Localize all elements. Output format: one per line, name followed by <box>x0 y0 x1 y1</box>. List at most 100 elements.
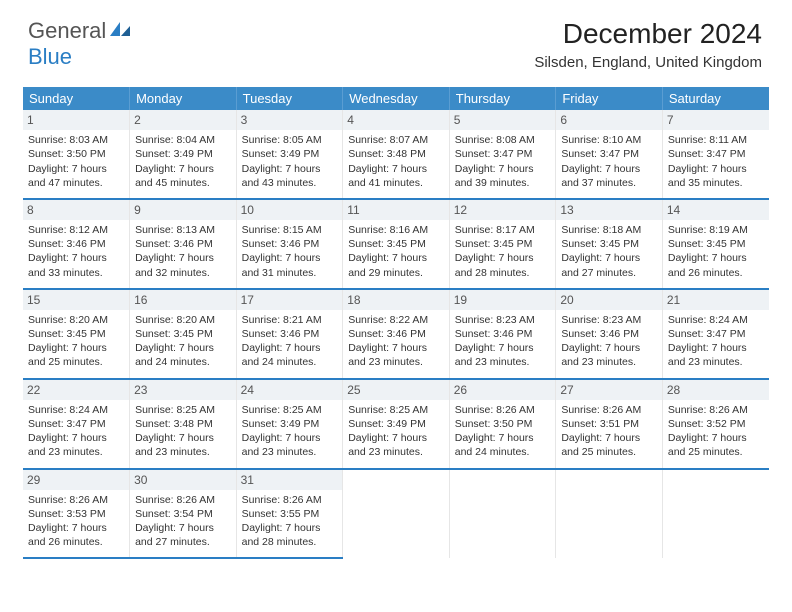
daylight-text: and 43 minutes. <box>242 176 338 190</box>
sunrise-text: Sunrise: 8:25 AM <box>348 403 444 417</box>
daylight-text: and 41 minutes. <box>348 176 444 190</box>
sunrise-text: Sunrise: 8:04 AM <box>135 133 231 147</box>
sunset-text: Sunset: 3:46 PM <box>242 237 338 251</box>
sunset-text: Sunset: 3:47 PM <box>561 147 657 161</box>
sunset-text: Sunset: 3:46 PM <box>561 327 657 341</box>
sunset-text: Sunset: 3:45 PM <box>348 237 444 251</box>
daylight-text: Daylight: 7 hours <box>242 251 338 265</box>
calendar-table: Sunday Monday Tuesday Wednesday Thursday… <box>23 87 769 559</box>
calendar-day-cell: 24Sunrise: 8:25 AMSunset: 3:49 PMDayligh… <box>236 379 343 469</box>
calendar-day-cell: 5Sunrise: 8:08 AMSunset: 3:47 PMDaylight… <box>449 110 556 199</box>
sunrise-text: Sunrise: 8:17 AM <box>455 223 551 237</box>
daylight-text: Daylight: 7 hours <box>135 431 231 445</box>
calendar-day-cell: 26Sunrise: 8:26 AMSunset: 3:50 PMDayligh… <box>449 379 556 469</box>
day-number: 26 <box>450 380 556 400</box>
day-number: 20 <box>556 290 662 310</box>
daylight-text: Daylight: 7 hours <box>561 162 657 176</box>
day-number: 19 <box>450 290 556 310</box>
sunset-text: Sunset: 3:49 PM <box>348 417 444 431</box>
day-number: 31 <box>237 470 343 490</box>
calendar-day-cell <box>449 469 556 559</box>
daylight-text: Daylight: 7 hours <box>28 521 124 535</box>
daylight-text: and 28 minutes. <box>242 535 338 549</box>
daylight-text: and 23 minutes. <box>348 445 444 459</box>
sunset-text: Sunset: 3:46 PM <box>242 327 338 341</box>
calendar-day-cell: 12Sunrise: 8:17 AMSunset: 3:45 PMDayligh… <box>449 199 556 289</box>
day-number: 24 <box>237 380 343 400</box>
day-header: Saturday <box>662 87 769 110</box>
sunrise-text: Sunrise: 8:22 AM <box>348 313 444 327</box>
daylight-text: Daylight: 7 hours <box>455 162 551 176</box>
month-title: December 2024 <box>534 18 762 50</box>
sunset-text: Sunset: 3:45 PM <box>135 327 231 341</box>
calendar-day-cell <box>556 469 663 559</box>
sunrise-text: Sunrise: 8:26 AM <box>28 493 124 507</box>
day-number: 17 <box>237 290 343 310</box>
sunset-text: Sunset: 3:48 PM <box>348 147 444 161</box>
daylight-text: and 24 minutes. <box>242 355 338 369</box>
calendar-week-row: 22Sunrise: 8:24 AMSunset: 3:47 PMDayligh… <box>23 379 769 469</box>
calendar-day-cell: 14Sunrise: 8:19 AMSunset: 3:45 PMDayligh… <box>662 199 769 289</box>
day-number: 16 <box>130 290 236 310</box>
sunrise-text: Sunrise: 8:11 AM <box>668 133 764 147</box>
daylight-text: Daylight: 7 hours <box>242 431 338 445</box>
sunrise-text: Sunrise: 8:05 AM <box>242 133 338 147</box>
daylight-text: Daylight: 7 hours <box>668 162 764 176</box>
logo: General Blue <box>28 18 132 70</box>
daylight-text: Daylight: 7 hours <box>561 251 657 265</box>
calendar-day-cell: 31Sunrise: 8:26 AMSunset: 3:55 PMDayligh… <box>236 469 343 559</box>
calendar-week-row: 29Sunrise: 8:26 AMSunset: 3:53 PMDayligh… <box>23 469 769 559</box>
calendar-day-cell: 4Sunrise: 8:07 AMSunset: 3:48 PMDaylight… <box>343 110 450 199</box>
daylight-text: and 23 minutes. <box>28 445 124 459</box>
day-number: 15 <box>23 290 129 310</box>
logo-sail-icon <box>108 20 132 38</box>
sunset-text: Sunset: 3:45 PM <box>28 327 124 341</box>
sunset-text: Sunset: 3:55 PM <box>242 507 338 521</box>
sunset-text: Sunset: 3:46 PM <box>455 327 551 341</box>
day-number: 27 <box>556 380 662 400</box>
calendar-day-cell: 9Sunrise: 8:13 AMSunset: 3:46 PMDaylight… <box>130 199 237 289</box>
daylight-text: and 29 minutes. <box>348 266 444 280</box>
day-number: 8 <box>23 200 129 220</box>
day-number: 29 <box>23 470 129 490</box>
sunrise-text: Sunrise: 8:13 AM <box>135 223 231 237</box>
calendar-day-cell: 21Sunrise: 8:24 AMSunset: 3:47 PMDayligh… <box>662 289 769 379</box>
daylight-text: and 25 minutes. <box>668 445 764 459</box>
sunrise-text: Sunrise: 8:25 AM <box>135 403 231 417</box>
day-number: 5 <box>450 110 556 130</box>
daylight-text: Daylight: 7 hours <box>561 431 657 445</box>
sunset-text: Sunset: 3:50 PM <box>455 417 551 431</box>
sunrise-text: Sunrise: 8:25 AM <box>242 403 338 417</box>
sunrise-text: Sunrise: 8:24 AM <box>28 403 124 417</box>
calendar-day-cell: 15Sunrise: 8:20 AMSunset: 3:45 PMDayligh… <box>23 289 130 379</box>
sunrise-text: Sunrise: 8:10 AM <box>561 133 657 147</box>
calendar-day-cell: 10Sunrise: 8:15 AMSunset: 3:46 PMDayligh… <box>236 199 343 289</box>
calendar-day-cell: 20Sunrise: 8:23 AMSunset: 3:46 PMDayligh… <box>556 289 663 379</box>
sunrise-text: Sunrise: 8:26 AM <box>561 403 657 417</box>
calendar-day-cell: 3Sunrise: 8:05 AMSunset: 3:49 PMDaylight… <box>236 110 343 199</box>
daylight-text: and 35 minutes. <box>668 176 764 190</box>
calendar-day-cell: 13Sunrise: 8:18 AMSunset: 3:45 PMDayligh… <box>556 199 663 289</box>
day-number: 2 <box>130 110 236 130</box>
day-number: 21 <box>663 290 769 310</box>
daylight-text: Daylight: 7 hours <box>28 431 124 445</box>
day-number: 11 <box>343 200 449 220</box>
sunset-text: Sunset: 3:45 PM <box>668 237 764 251</box>
daylight-text: and 25 minutes. <box>561 445 657 459</box>
sunrise-text: Sunrise: 8:20 AM <box>135 313 231 327</box>
calendar-day-cell: 29Sunrise: 8:26 AMSunset: 3:53 PMDayligh… <box>23 469 130 559</box>
sunrise-text: Sunrise: 8:08 AM <box>455 133 551 147</box>
day-header: Monday <box>130 87 237 110</box>
daylight-text: and 27 minutes. <box>561 266 657 280</box>
sunrise-text: Sunrise: 8:23 AM <box>561 313 657 327</box>
day-header: Thursday <box>449 87 556 110</box>
sunset-text: Sunset: 3:45 PM <box>455 237 551 251</box>
daylight-text: and 33 minutes. <box>28 266 124 280</box>
daylight-text: Daylight: 7 hours <box>668 251 764 265</box>
day-number: 7 <box>663 110 769 130</box>
sunset-text: Sunset: 3:52 PM <box>668 417 764 431</box>
calendar-day-cell: 25Sunrise: 8:25 AMSunset: 3:49 PMDayligh… <box>343 379 450 469</box>
sunrise-text: Sunrise: 8:07 AM <box>348 133 444 147</box>
daylight-text: Daylight: 7 hours <box>348 341 444 355</box>
calendar-week-row: 8Sunrise: 8:12 AMSunset: 3:46 PMDaylight… <box>23 199 769 289</box>
